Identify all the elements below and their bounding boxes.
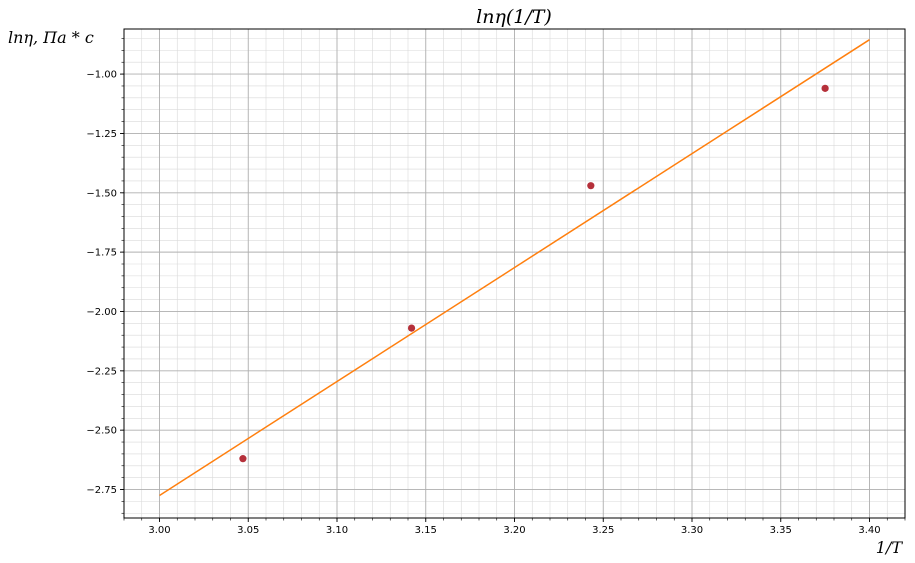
y-axis-label: lnη, Πa * c — [8, 28, 94, 47]
ticks-layer: 3.00 3.05 3.10 3.15 3.20 3.25 3.30 3.35 3.40 −2.7… — [86, 38, 906, 536]
y-tick-label: −1.00 — [86, 70, 117, 81]
x-tick-label: 3.15 — [415, 525, 437, 536]
x-tick-label: 3.30 — [681, 525, 703, 536]
data-point — [587, 182, 595, 190]
x-tick-label: 3.00 — [148, 525, 170, 536]
data-point — [239, 455, 247, 463]
y-tick-label: −1.75 — [86, 248, 117, 259]
x-tick-label: 3.35 — [770, 525, 792, 536]
y-tick-label: −2.25 — [86, 366, 117, 377]
x-tick-label: 3.40 — [858, 525, 880, 536]
major-grid — [124, 29, 905, 518]
x-tick-label: 3.25 — [592, 525, 614, 536]
x-tick-label: 3.05 — [237, 525, 259, 536]
x-axis-label: 1/T — [876, 538, 904, 557]
x-tick-label: 3.10 — [326, 525, 348, 536]
y-tick-label: −1.50 — [86, 188, 117, 199]
y-tick-label: −2.50 — [86, 426, 117, 437]
y-tick-label: −2.75 — [86, 485, 117, 496]
fit-line — [159, 39, 870, 497]
chart-title: lnη(1/T) — [476, 6, 552, 28]
series-layer — [159, 39, 870, 497]
data-point — [407, 324, 416, 332]
y-tick-label: −2.00 — [86, 307, 117, 318]
x-tick-label: 3.20 — [503, 525, 525, 536]
data-point — [821, 84, 829, 92]
y-tick-label: −1.25 — [86, 129, 117, 140]
